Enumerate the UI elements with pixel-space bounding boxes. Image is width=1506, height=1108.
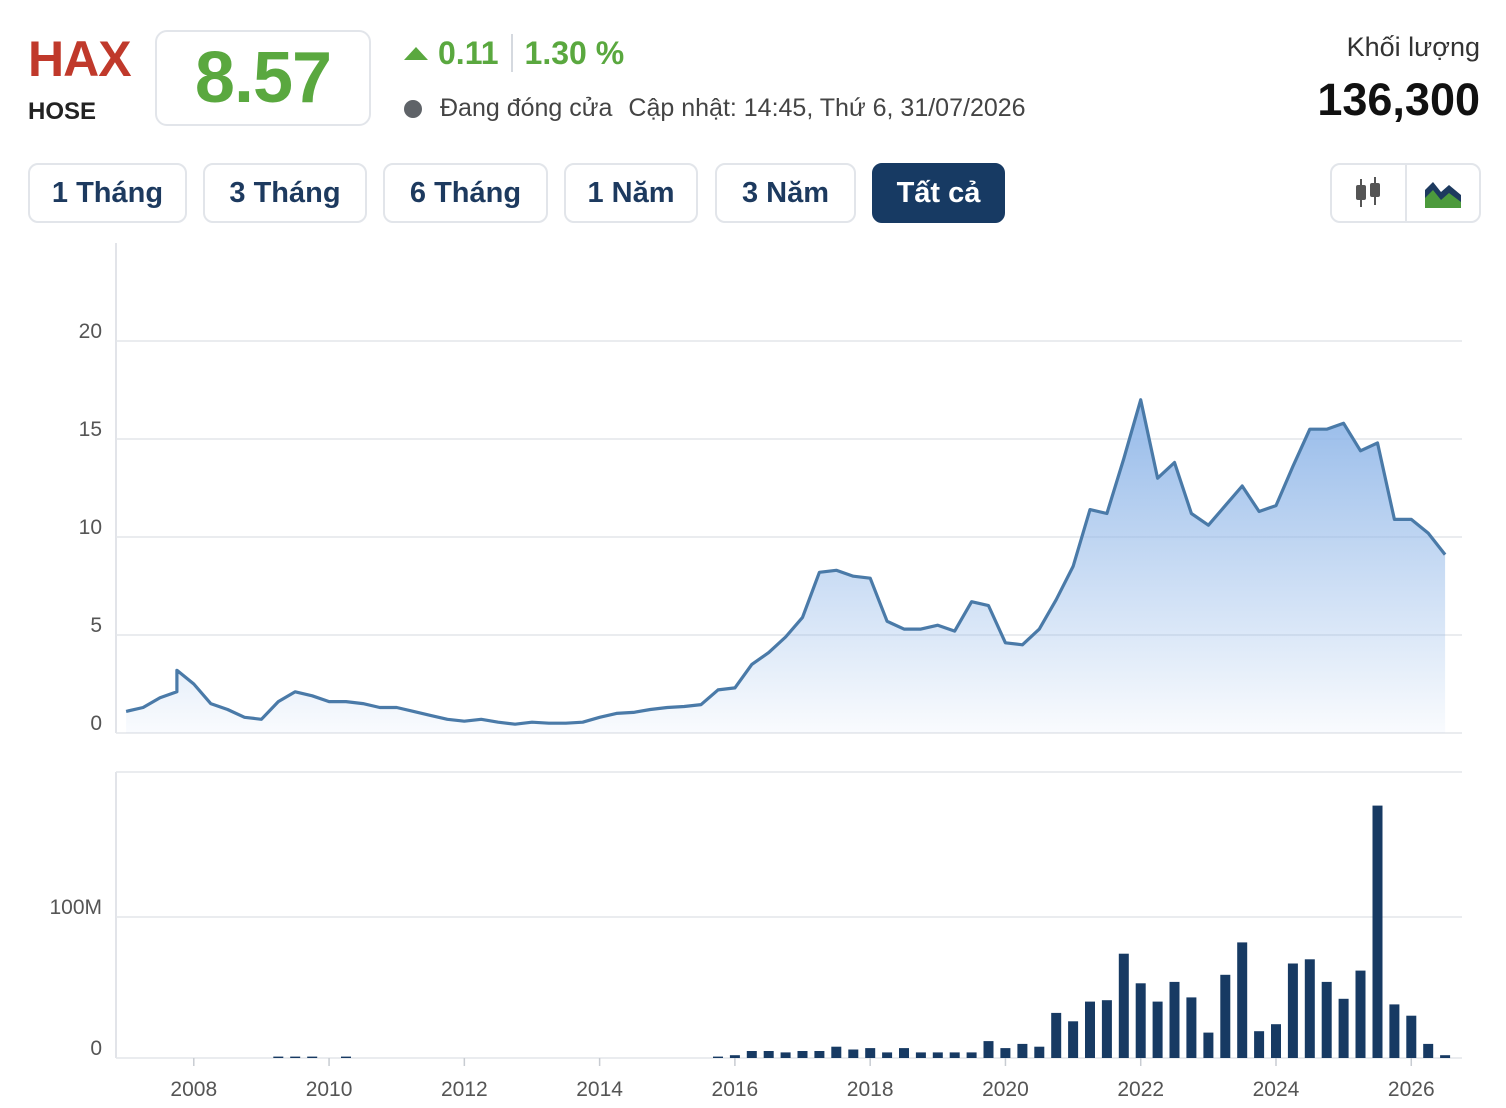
volume-bar xyxy=(1287,963,1298,1058)
update-time: Cập nhật: 14:45, Thứ 6, 31/07/2026 xyxy=(628,94,1026,122)
volume-bar xyxy=(848,1049,859,1058)
volume-bar xyxy=(1304,959,1315,1058)
volume-bar xyxy=(290,1056,301,1058)
volume-bar xyxy=(865,1048,876,1058)
price-line xyxy=(125,398,1447,726)
tab-1-month[interactable]: 1 Tháng xyxy=(28,163,187,223)
area-chart-icon xyxy=(1424,182,1461,208)
volume-bar xyxy=(797,1051,808,1058)
volume-bar xyxy=(1254,1031,1265,1058)
tab-3-months[interactable]: 3 Tháng xyxy=(203,163,367,223)
volume-bar xyxy=(1169,981,1180,1058)
candlestick-button[interactable] xyxy=(1332,165,1405,221)
exchange-label: HOSE xyxy=(28,98,97,125)
volume-bar xyxy=(307,1056,318,1058)
volume-y-tick-label: 100M xyxy=(49,896,102,919)
ticker-symbol: HAX xyxy=(28,31,132,87)
price-box: 8.57 xyxy=(155,30,371,126)
volume-bar xyxy=(1000,1048,1011,1058)
volume-bar xyxy=(1440,1055,1451,1058)
volume-bar xyxy=(1085,1001,1095,1058)
market-status-row: Đang đóng cửa Cập nhật: 14:45, Thứ 6, 31… xyxy=(404,94,1026,123)
status-dot-icon xyxy=(404,99,422,118)
volume-bar xyxy=(1101,1000,1112,1058)
volume-bar xyxy=(1068,1021,1079,1058)
volume-bar xyxy=(899,1048,909,1058)
volume-bar xyxy=(780,1052,791,1058)
volume-bar xyxy=(273,1056,284,1058)
price-y-tick-label: 20 xyxy=(79,320,102,343)
volume-bar xyxy=(1017,1043,1028,1058)
volume-bar xyxy=(1118,953,1129,1058)
volume-bar xyxy=(966,1052,977,1058)
volume-bar xyxy=(932,1052,943,1058)
price-y-tick-label: 0 xyxy=(90,712,102,735)
volume-y-tick-label: 0 xyxy=(90,1037,102,1060)
volume-bar xyxy=(1051,1012,1062,1058)
volume-bar xyxy=(1186,997,1197,1058)
x-tick-label: 2022 xyxy=(1117,1078,1164,1101)
volume-bar xyxy=(831,1046,842,1058)
x-tick-label: 2014 xyxy=(576,1078,623,1101)
price-area-fill xyxy=(126,399,1446,733)
volume-bar xyxy=(746,1051,757,1058)
volume-bar xyxy=(729,1055,740,1058)
candlestick-icon xyxy=(1356,177,1381,207)
volume-bar xyxy=(1389,1004,1400,1058)
volume-bar xyxy=(915,1052,926,1058)
x-tick-label: 2008 xyxy=(170,1078,217,1101)
x-tick-label: 2012 xyxy=(441,1078,488,1101)
volume-label: Khối lượng xyxy=(1346,32,1480,62)
price-change-row: 0.11 1.30 % xyxy=(404,34,624,72)
chart-type-toggle xyxy=(1330,163,1481,223)
volume-bar xyxy=(1355,970,1366,1058)
x-tick-label: 2018 xyxy=(847,1078,894,1101)
tab-3-years[interactable]: 3 Năm xyxy=(715,163,856,223)
volume-bar xyxy=(1406,1015,1417,1058)
tab-1-year[interactable]: 1 Năm xyxy=(564,163,698,223)
volume-bar xyxy=(1220,974,1231,1058)
volume-bar xyxy=(341,1056,351,1058)
volume-bar xyxy=(1237,942,1248,1058)
volume-bar xyxy=(1338,998,1349,1058)
volume-bar xyxy=(1423,1043,1434,1058)
volume-bar xyxy=(763,1051,774,1058)
volume-bar xyxy=(882,1052,893,1058)
volume-bar xyxy=(814,1051,825,1058)
price-y-tick-label: 5 xyxy=(90,614,102,637)
volume-bar xyxy=(1034,1046,1045,1058)
x-tick-label: 2016 xyxy=(712,1078,759,1101)
volume-bar xyxy=(1135,983,1146,1058)
volume-bar xyxy=(1203,1032,1214,1058)
divider xyxy=(510,34,513,72)
arrow-up-icon xyxy=(404,46,428,60)
volume-bar xyxy=(713,1056,723,1058)
price-y-tick-label: 15 xyxy=(79,418,102,441)
volume-bar xyxy=(1152,1001,1163,1058)
volume-bar xyxy=(1372,805,1383,1058)
price-y-tick-label: 10 xyxy=(79,516,102,539)
volume-bar xyxy=(1321,981,1332,1058)
current-price: 8.57 xyxy=(194,38,332,118)
tab-6-months[interactable]: 6 Tháng xyxy=(383,163,548,223)
price-change: 0.11 xyxy=(438,34,499,71)
market-status: Đang đóng cửa xyxy=(440,94,613,122)
volume-bar xyxy=(983,1041,994,1058)
volume-value: 136,300 xyxy=(1317,74,1480,125)
volume-bar xyxy=(949,1052,960,1058)
area-chart-button[interactable] xyxy=(1404,165,1480,221)
volume-bar xyxy=(1271,1024,1281,1058)
x-tick-label: 2020 xyxy=(982,1078,1029,1101)
x-tick-label: 2024 xyxy=(1253,1078,1300,1101)
x-tick-label: 2026 xyxy=(1388,1078,1435,1101)
tab-all[interactable]: Tất cả xyxy=(872,163,1005,223)
x-tick-label: 2010 xyxy=(306,1078,353,1101)
price-change-percent: 1.30 % xyxy=(524,34,625,71)
